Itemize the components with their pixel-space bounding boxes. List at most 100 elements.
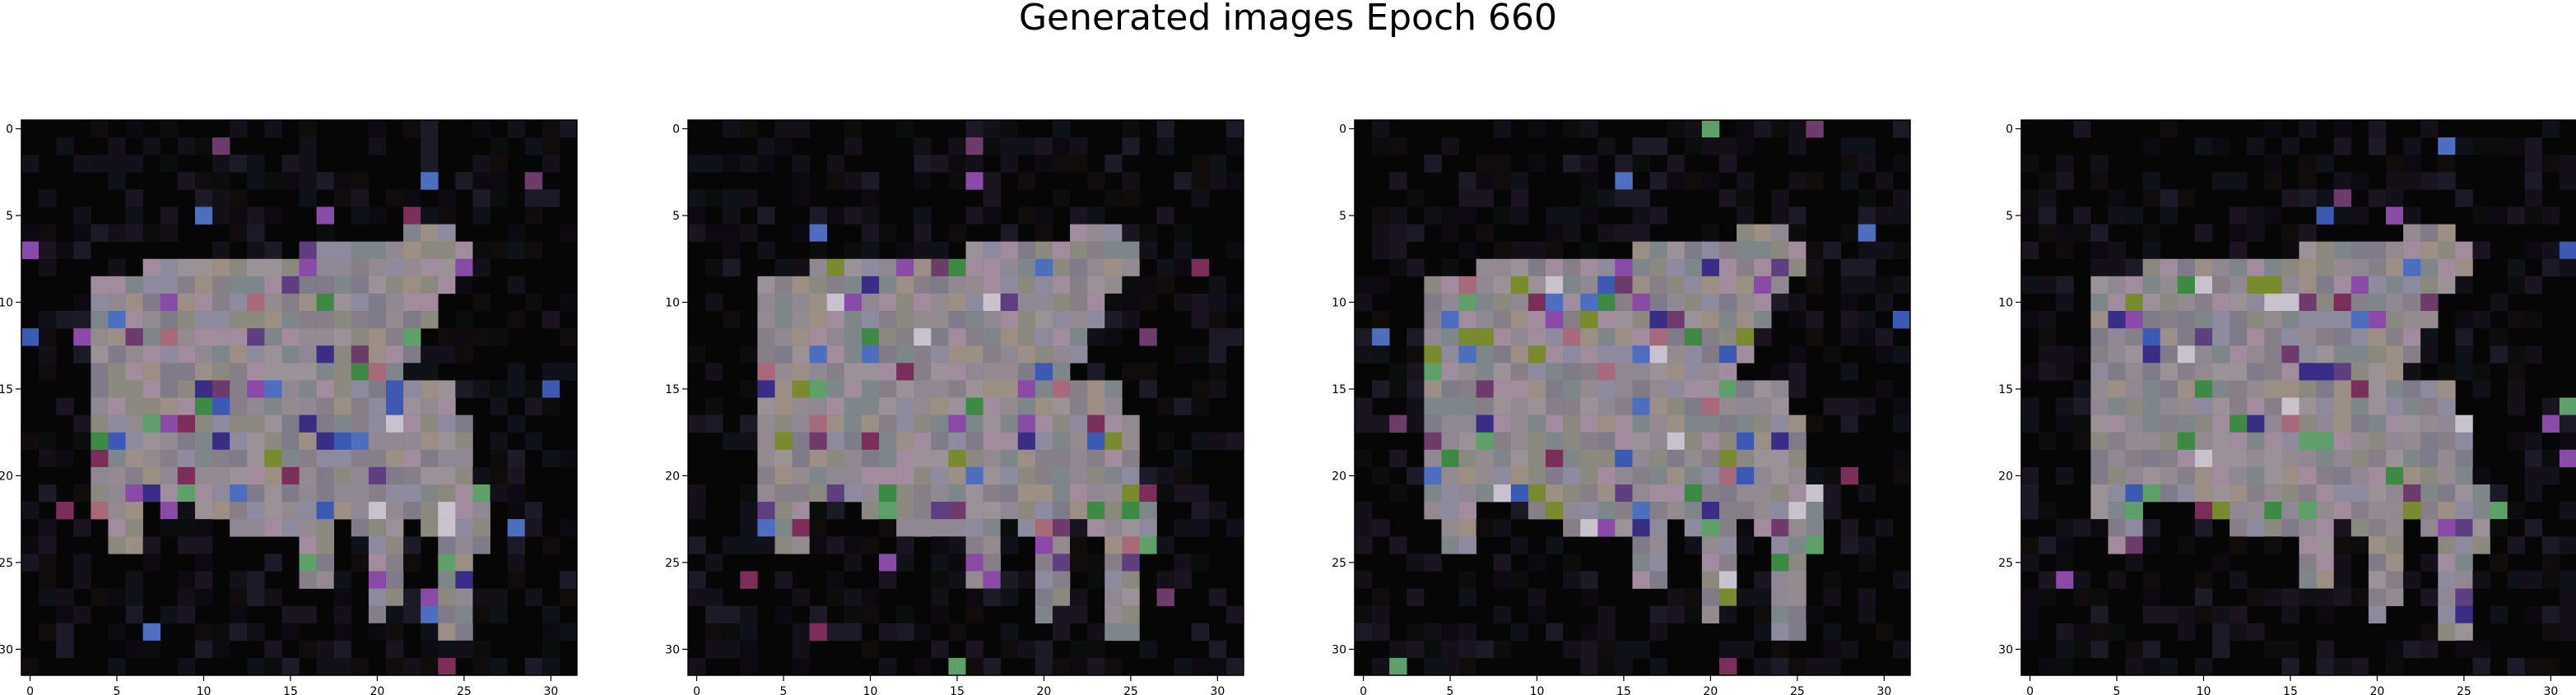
pixel-cell xyxy=(403,484,421,503)
pixel-cell xyxy=(1806,466,1824,485)
pixel-cell xyxy=(1771,449,1789,468)
pixel-cell xyxy=(177,605,196,624)
pixel-cell xyxy=(2490,554,2508,572)
pixel-cell xyxy=(2230,206,2248,225)
pixel-cell xyxy=(91,328,109,346)
pixel-cell xyxy=(792,415,810,433)
pixel-cell xyxy=(455,345,473,364)
pixel-cell xyxy=(1875,380,1894,398)
pixel-cell xyxy=(472,502,491,520)
pixel-cell xyxy=(1458,345,1476,364)
pixel-cell xyxy=(792,258,810,277)
pixel-cell xyxy=(2194,363,2213,381)
pixel-cell xyxy=(2247,311,2265,329)
pixel-cell xyxy=(1823,640,1841,659)
pixel-cell xyxy=(2524,345,2543,364)
pixel-cell xyxy=(316,172,334,190)
pixel-cell xyxy=(1017,466,1036,485)
pixel-cell xyxy=(2160,466,2178,485)
pixel-cell xyxy=(2090,258,2109,277)
y-tick-label: 20 xyxy=(1998,470,2013,483)
pixel-cell xyxy=(2194,519,2213,537)
x-tick-label: 10 xyxy=(2197,685,2211,695)
pixel-cell xyxy=(142,536,161,554)
pixel-cell xyxy=(826,345,845,364)
pixel-cell xyxy=(1840,363,1859,381)
pixel-cell xyxy=(1139,466,1157,485)
pixel-cell xyxy=(2472,502,2490,520)
pixel-cell xyxy=(1684,311,1703,329)
pixel-cell xyxy=(1104,415,1123,433)
pixel-cell xyxy=(2316,536,2334,554)
pixel-cell xyxy=(351,397,370,415)
pixel-cell xyxy=(2039,172,2057,190)
pixel-cell xyxy=(2420,588,2439,606)
pixel-cell xyxy=(230,293,248,312)
pixel-cell xyxy=(1441,502,1459,520)
pixel-cell xyxy=(2160,206,2178,225)
pixel-cell xyxy=(1788,311,1806,329)
pixel-cell xyxy=(455,258,473,277)
pixel-cell xyxy=(472,519,491,537)
pixel-cell xyxy=(1191,519,1210,537)
pixel-cell xyxy=(1424,554,1442,572)
pixel-cell xyxy=(2021,466,2039,485)
pixel-cell xyxy=(1070,293,1088,312)
pixel-cell xyxy=(421,363,439,381)
pixel-cell xyxy=(723,536,741,554)
pixel-cell xyxy=(1788,484,1806,503)
pixel-cell xyxy=(230,328,248,346)
pixel-cell xyxy=(1718,536,1737,554)
pixel-cell xyxy=(2090,415,2109,433)
pixel-cell xyxy=(861,640,880,659)
pixel-cell xyxy=(421,623,439,642)
pixel-cell xyxy=(1035,432,1053,451)
pixel-cell xyxy=(438,345,456,364)
pixel-cell xyxy=(1156,571,1174,589)
pixel-cell xyxy=(2125,311,2143,329)
pixel-cell xyxy=(21,224,40,242)
pixel-cell xyxy=(1597,224,1616,242)
pixel-cell xyxy=(896,605,914,624)
pixel-cell xyxy=(1840,397,1859,415)
pixel-cell xyxy=(542,657,560,676)
pixel-cell xyxy=(230,224,248,242)
pixel-cell xyxy=(1476,640,1495,659)
pixel-cell xyxy=(1597,415,1616,433)
pixel-cell xyxy=(861,605,880,624)
pixel-cell xyxy=(1718,241,1737,260)
pixel-cell xyxy=(559,328,578,346)
pixel-cell xyxy=(1527,449,1546,468)
pixel-cell xyxy=(490,484,508,503)
pixel-cell xyxy=(723,206,741,225)
pixel-cell xyxy=(1615,397,1633,415)
pixel-cell xyxy=(896,415,914,433)
pixel-cell xyxy=(2281,657,2299,676)
pixel-cell xyxy=(1701,293,1720,312)
pixel-cell xyxy=(688,206,706,225)
pixel-cell xyxy=(965,172,983,190)
pixel-cell xyxy=(1424,657,1442,676)
pixel-cell xyxy=(351,345,370,364)
pixel-cell xyxy=(1087,397,1105,415)
pixel-cell xyxy=(2177,449,2196,468)
pixel-cell xyxy=(1858,588,1876,606)
pixel-cell xyxy=(2385,155,2404,173)
pixel-cell xyxy=(983,536,1001,554)
pixel-cell xyxy=(455,380,473,398)
pixel-cell xyxy=(2455,363,2473,381)
pixel-cell xyxy=(826,258,845,277)
pixel-cell xyxy=(1840,172,1859,190)
pixel-cell xyxy=(931,293,949,312)
pixel-cell xyxy=(108,623,126,642)
pixel-cell xyxy=(2056,155,2074,173)
pixel-cell xyxy=(1424,623,1442,642)
pixel-cell xyxy=(2438,432,2456,451)
pixel-cell xyxy=(983,241,1001,260)
pixel-cell xyxy=(914,657,932,676)
pixel-cell xyxy=(1840,276,1859,294)
pixel-cell xyxy=(542,311,560,329)
pixel-cell xyxy=(792,380,810,398)
pixel-cell xyxy=(1087,380,1105,398)
